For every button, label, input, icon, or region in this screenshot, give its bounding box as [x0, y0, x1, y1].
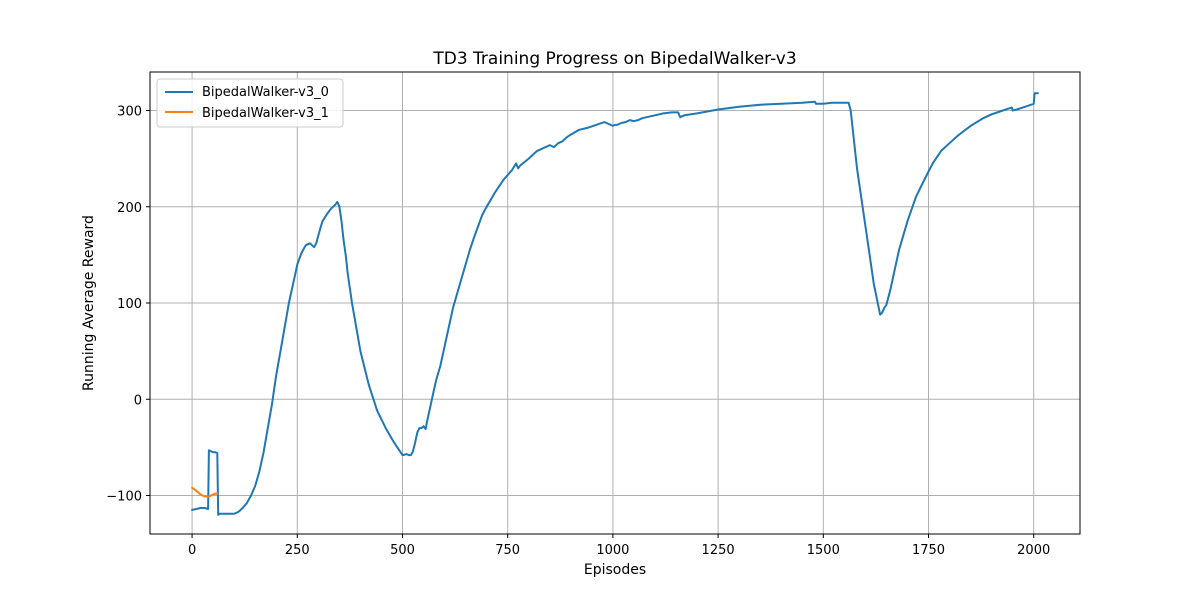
x-tick-label: 0: [188, 543, 196, 558]
x-tick-label: 1750: [912, 543, 945, 558]
legend-box: [156, 78, 344, 128]
y-tick-label: 0: [134, 393, 142, 408]
y-axis-label: Running Average Reward: [81, 215, 97, 391]
x-tick-label: 1500: [807, 543, 840, 558]
series-line-0: [191, 92, 1039, 516]
x-axis-label: Episodes: [584, 562, 646, 578]
y-tick-label: 200: [117, 201, 142, 216]
y-tick-label: −100: [106, 490, 142, 505]
x-tick-label: 1000: [596, 543, 629, 558]
chart-title: TD3 Training Progress on BipedalWalker-v…: [432, 49, 796, 69]
legend-label-series-1: BipedalWalker-v3_1: [202, 106, 329, 121]
ticks: 0 250 500 750 1000 1250 1500 1750 2000 −100 0 100 20…: [106, 105, 1050, 559]
legend-label-series-0: BipedalWalker-v3_0: [202, 85, 329, 100]
series-line-1: [191, 486, 219, 498]
x-tick-label: 250: [285, 543, 310, 558]
series-layer: [191, 92, 1039, 516]
y-tick-label: 100: [117, 297, 142, 312]
x-tick-label: 2000: [1017, 543, 1050, 558]
x-tick-label: 1250: [702, 543, 735, 558]
x-tick-label: 500: [390, 543, 415, 558]
x-tick-label: 750: [495, 543, 520, 558]
grid: [150, 72, 1080, 534]
legend: BipedalWalker-v3_0 BipedalWalker-v3_1: [156, 78, 344, 128]
y-tick-label: 300: [117, 105, 142, 120]
